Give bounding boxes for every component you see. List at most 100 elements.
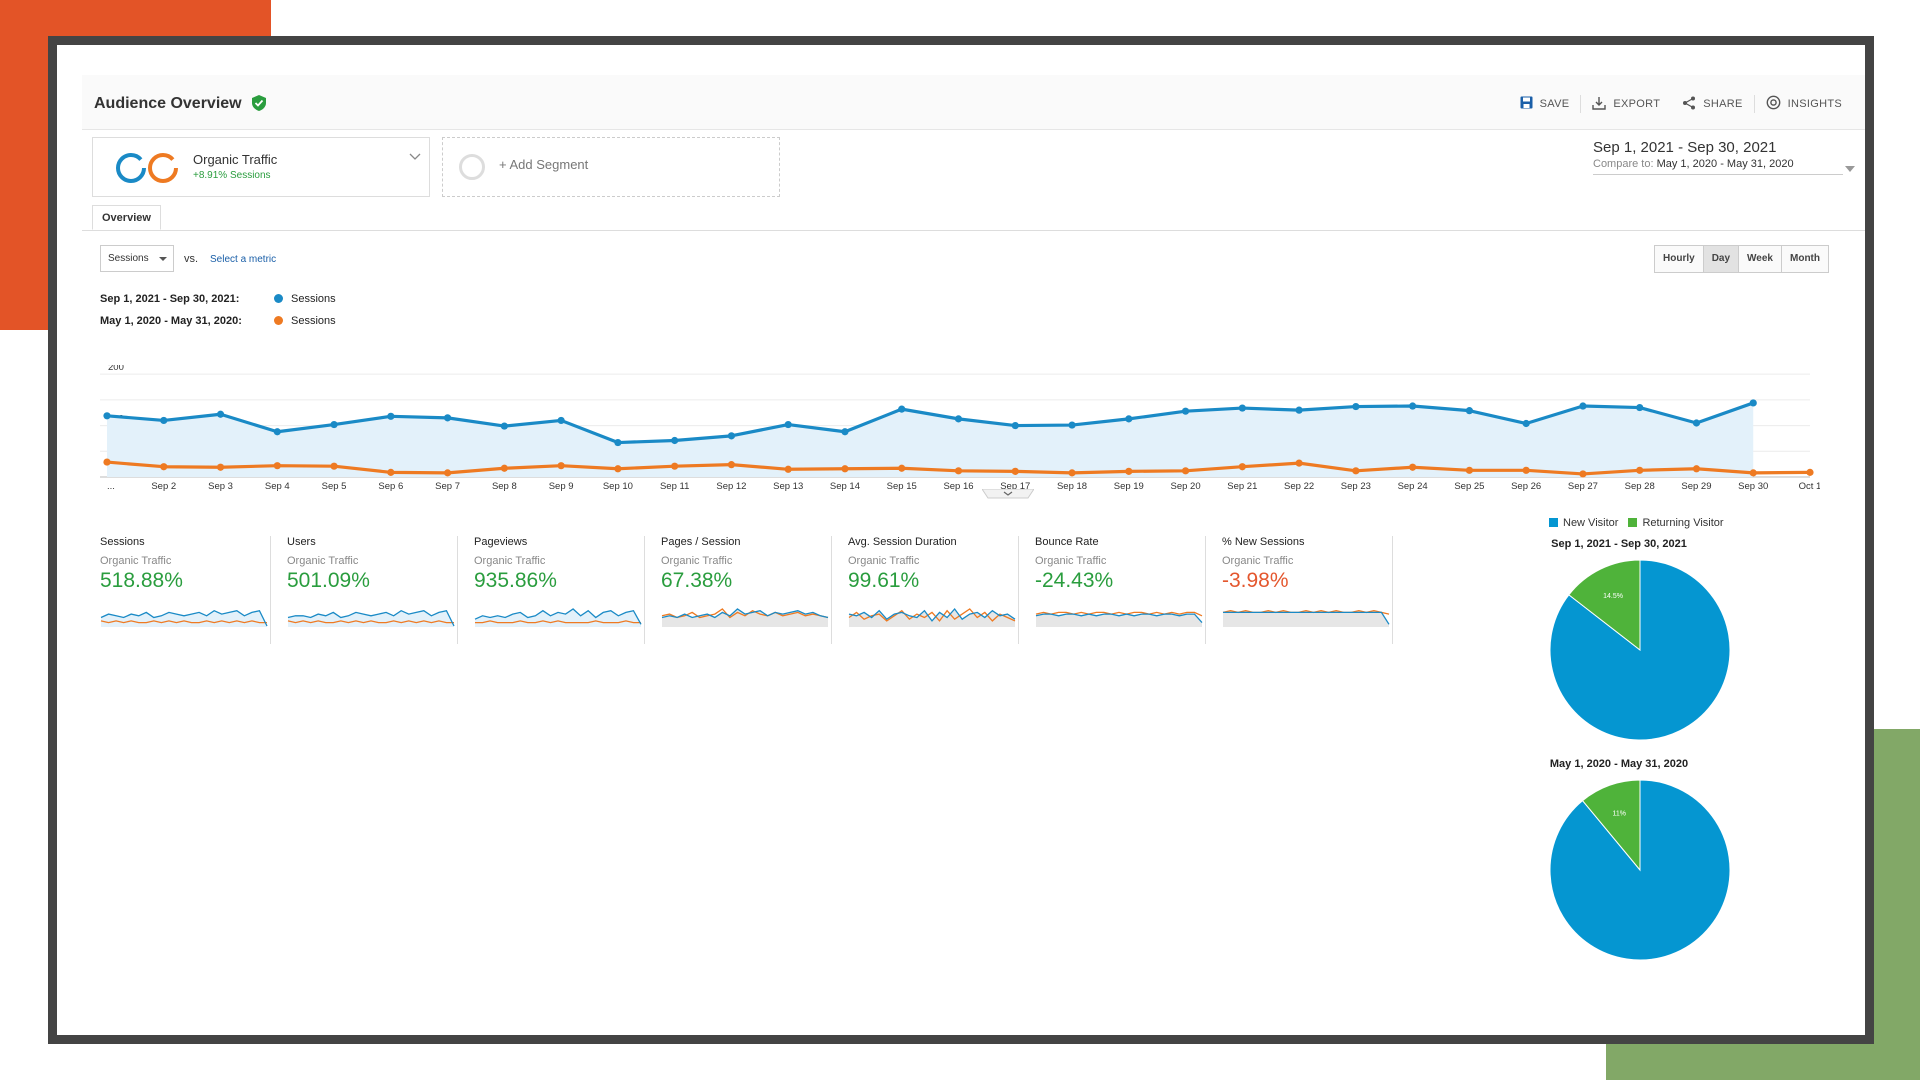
scorecard[interactable]: Users Organic Traffic 501.09% [287,536,458,644]
scorecard-sparkline [848,607,1016,627]
save-icon [1520,96,1533,112]
toolbar-divider [1753,95,1755,113]
chart-legend-previous: May 1, 2020 - May 31, 2020: Sessions [100,315,336,327]
x-tick-label: Sep 12 [716,481,746,491]
scorecard-segment: Organic Traffic [1222,555,1294,567]
add-segment-label: + Add Segment [499,157,589,172]
scorecard[interactable]: Bounce Rate Organic Traffic -24.43% [1035,536,1206,644]
add-segment-button[interactable]: + Add Segment [442,137,780,197]
sparkline-area [662,609,828,627]
scorecard[interactable]: % New Sessions Organic Traffic -3.98% [1222,536,1393,644]
scorecard-value: 518.88% [100,569,183,592]
data-point-current [1692,419,1701,427]
visitor-pie-chart-previous: 89%11% [1549,779,1731,961]
legend-dot-current [274,294,283,303]
x-tick-label: Sep 14 [830,481,860,491]
verified-check-icon [252,95,267,116]
scorecard-metric-name: Avg. Session Duration [848,536,957,548]
sparkline-current [287,609,455,627]
scorecard[interactable]: Avg. Session Duration Organic Traffic 99.6… [848,536,1019,644]
data-point-previous [500,464,508,472]
data-point-current [614,438,622,447]
data-point-previous [954,467,963,475]
scorecard[interactable]: Pageviews Organic Traffic 935.86% [474,536,645,644]
legend-swatch [1628,518,1638,527]
x-tick-label: Sep 17 [1000,481,1030,491]
page-title: Audience Overview [94,95,267,116]
insights-button[interactable]: INSIGHTS [1755,95,1853,113]
data-point-current [1238,404,1246,412]
data-point-previous [1068,469,1076,477]
data-point-current [841,428,849,436]
sparkline-previous [100,620,267,624]
caret-down-icon[interactable] [1845,159,1855,177]
expand-chart-toggle[interactable] [981,486,1035,504]
month-button[interactable]: Month [1782,246,1828,272]
vs-label: vs. [184,253,199,265]
pie-title-current: Sep 1, 2021 - Sep 30, 2021 [1551,538,1687,550]
scorecard-metric-name: % New Sessions [1222,536,1305,548]
chart-legend-current: Sep 1, 2021 - Sep 30, 2021: Sessions [100,293,336,305]
scorecard[interactable]: Sessions Organic Traffic 518.88% [100,536,271,644]
data-point-previous [1238,463,1246,471]
data-point-current [727,432,736,440]
scorecard-segment: Organic Traffic [474,555,546,567]
pie-slice-label: 85.5% [1679,738,1699,741]
scorecard-value: -3.98% [1222,569,1289,592]
date-range-picker[interactable]: Sep 1, 2021 - Sep 30, 2021 Compare to: M… [1593,139,1855,175]
metric-select[interactable]: Sessions [100,245,174,272]
data-point-current [898,405,906,413]
tab-overview[interactable]: Overview [92,205,161,230]
scorecard-segment: Organic Traffic [1035,555,1107,567]
data-point-previous [1692,465,1701,473]
save-button[interactable]: SAVE [1509,96,1581,112]
x-tick-label: Sep 2 [151,481,176,491]
export-button[interactable]: EXPORT [1581,96,1671,113]
export-icon [1592,96,1607,113]
data-point-previous [387,468,395,476]
sparkline-current [848,607,1016,622]
scorecard-sparkline [287,609,455,627]
hourly-button[interactable]: Hourly [1655,246,1704,272]
x-tick-label: Sep 3 [208,481,233,491]
week-button[interactable]: Week [1739,246,1782,272]
chevron-down-icon[interactable] [409,148,421,166]
data-point-previous [273,462,281,470]
data-point-current [103,412,111,420]
data-point-previous [727,461,736,469]
data-point-previous [1352,467,1360,475]
segment-donut-icon [115,151,179,190]
data-point-current [1465,407,1473,415]
data-point-current [1068,421,1076,429]
scorecard-metric-name: Pageviews [474,536,528,548]
segment-name: Organic Traffic [193,152,278,167]
scorecard-metric-name: Pages / Session [661,536,741,548]
data-point-current [1409,402,1417,410]
segment-picker[interactable]: Organic Traffic +8.91% Sessions [92,137,430,197]
data-point-previous [216,463,225,471]
x-tick-label: Sep 15 [887,481,917,491]
data-point-current [557,416,565,425]
data-point-current [1352,402,1360,411]
data-point-current [216,410,225,418]
data-point-current [1749,399,1757,407]
data-point-previous [103,458,111,466]
data-point-current [784,420,792,429]
data-point-current [954,415,963,423]
caret-down-icon [159,257,167,261]
analytics-app: Audience Overview SAVE EXPORT SHARE [82,75,1865,1035]
scorecard-value: 935.86% [474,569,557,592]
share-button[interactable]: SHARE [1671,96,1753,113]
data-point-previous [1749,469,1757,477]
day-button[interactable]: Day [1703,246,1740,272]
scorecard-sparkline [1035,611,1203,627]
x-tick-label: Sep 9 [549,481,574,491]
x-tick-label: Sep 5 [322,481,347,491]
scorecard[interactable]: Pages / Session Organic Traffic 67.38% [661,536,832,644]
select-metric-link[interactable]: Select a metric [210,254,277,265]
data-point-previous [784,465,792,473]
date-range-compare: Compare to: May 1, 2020 - May 31, 2020 [1593,158,1794,170]
legend-swatch [1549,518,1558,527]
data-point-previous [1636,466,1644,474]
report-toolbar: SAVE EXPORT SHARE INSIGHTS [1509,95,1853,113]
